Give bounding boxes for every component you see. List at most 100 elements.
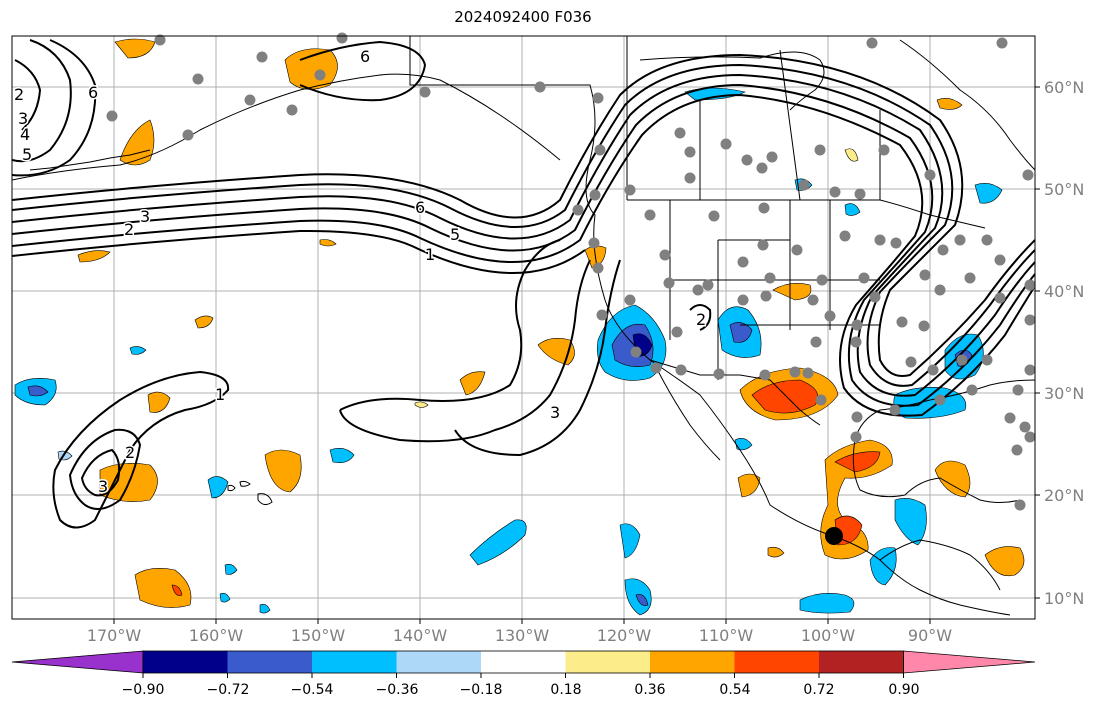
contour-line [12,39,72,163]
colorbar-segment [312,651,397,673]
station-marker [815,394,827,406]
coastlines [12,36,1035,616]
station-marker [757,239,769,251]
colorbar-segment [819,651,904,673]
station-marker [878,144,890,156]
station-marker [594,144,606,156]
patch-orange [264,449,302,493]
station-marker [866,37,878,49]
patch-blue [893,387,967,419]
station-marker [918,320,930,332]
contour-label: 6 [415,198,425,217]
station-marker [1012,384,1024,396]
contour-line [12,229,586,274]
latitude-label: 40°N [1044,282,1085,301]
patch-blue [224,563,238,575]
contour-labels: 2 3 4 5 6 6 2 3 6 5 1 1 2 3 3 2 [13,46,708,498]
station-marker [956,354,968,366]
station-marker [674,127,686,139]
islands [29,149,273,506]
station-marker [760,290,772,302]
contour-line [12,83,1035,407]
colorbar-segment [396,651,482,673]
station-marker [659,249,671,261]
station-marker [713,368,725,380]
patch-orange [984,546,1025,577]
gridlines [12,36,1035,619]
longitude-label: 130°W [494,626,550,645]
station-marker [1019,421,1031,433]
patch-orange [459,371,486,396]
patch-orange [119,119,155,166]
station-marker [182,129,194,141]
latitude-label: 50°N [1044,180,1085,199]
station-marker [798,179,810,191]
station-marker [756,162,768,174]
patch-blue [219,592,231,603]
latitude-label: 10°N [1044,589,1085,608]
colorbar-extend-high [903,650,1036,674]
station-marker [896,316,908,328]
station-marker [966,384,978,396]
station-marker [869,291,881,303]
station-marker [839,230,851,242]
station-marker [702,279,714,291]
colorbar [11,650,1036,678]
station-marker [692,284,704,296]
station-marker [994,254,1006,266]
station-marker [419,86,431,98]
station-marker [890,237,902,249]
station-marker [592,92,604,104]
patch-orange [319,239,337,247]
contour-line [12,53,1035,377]
station-marker [850,336,862,348]
station-marker [1024,431,1036,443]
station-marker [851,411,863,423]
coastline-baja [654,364,721,461]
patch-yellow [844,148,859,162]
contour-label: 4 [20,125,30,144]
colorbar-segment [143,651,228,673]
station-marker [624,184,636,196]
station-marker [810,336,822,348]
longitude-label: 120°W [596,626,652,645]
contour-label: 2 [125,443,135,462]
station-marker [759,369,771,381]
station-marker [927,364,939,376]
station-marker [764,272,776,284]
patch-orange [194,315,214,329]
station-marker [964,272,976,284]
contour-label: 2 [14,85,24,104]
aleutian-islands [29,149,151,171]
colorbar-tick-label: −0.72 [206,682,250,698]
hawaii-island [257,493,273,506]
contour-line [12,63,1035,387]
colorbar-segment [227,651,313,673]
hudson-bay [899,39,1035,171]
longitude-label: 110°W [698,626,754,645]
patch-blue [869,547,897,586]
contour-label: 1 [425,245,435,264]
contour-lines [12,39,1035,529]
colorbar-segment [734,651,820,673]
station-marker [737,294,749,306]
contour-label: 6 [88,83,98,102]
station-marker [737,256,749,268]
patch-blue [894,498,927,546]
longitude-label: 100°W [800,626,856,645]
longitude-label: 90°W [907,626,953,645]
patch-orange [737,473,761,498]
patch-darkblue [27,385,49,397]
station-marker [314,69,326,81]
station-marker [919,269,931,281]
colorbar-frame [142,650,904,674]
contour-line [80,448,121,497]
contour-line [68,428,142,510]
station-marker [758,202,770,214]
colorbar-tick-label: 0.72 [803,682,835,698]
station-marker [106,110,118,122]
station-marker [256,51,268,63]
longitude-label: 160°W [188,626,244,645]
axis-ticks [113,86,1040,624]
